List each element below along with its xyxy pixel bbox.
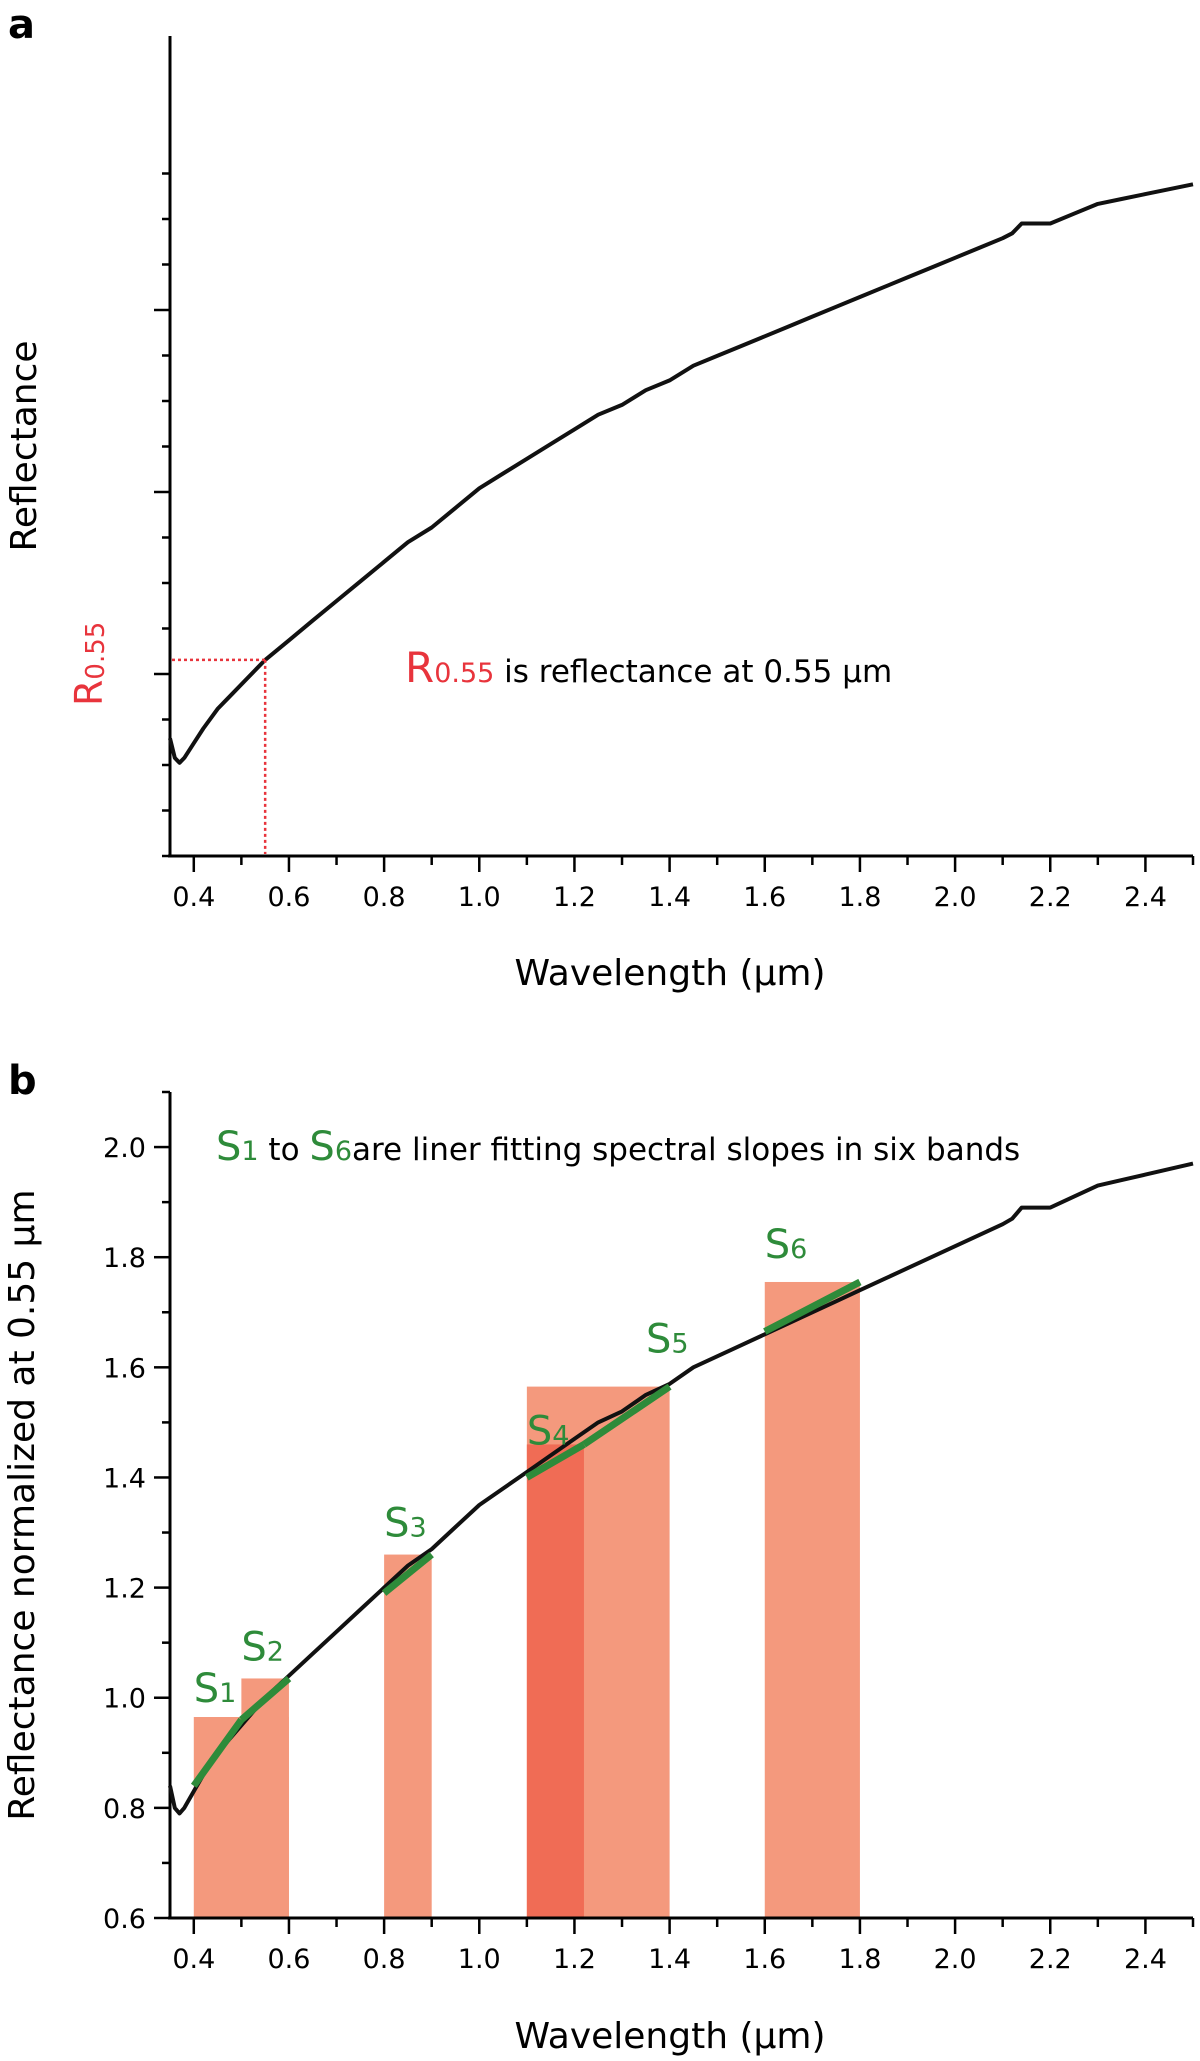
band-rect	[764, 1281, 860, 1918]
chart-a-x-tick-label: 0.8	[363, 882, 406, 913]
chart-b: 0.4 0.6 0.8 1.0 1.2 1.4 1.6 1.8 2.0 2.2 2.4 0.6 0.8 1…	[2, 1090, 1195, 2057]
annotation-text: are liner fitting spectral slopes in six…	[352, 1132, 1020, 1168]
chart-a-x-tick-label: 1.4	[648, 882, 691, 913]
slope-line-s5	[581, 1383, 672, 1448]
chart-a-x-tick-label: 0.6	[267, 882, 310, 913]
slope-line-s2	[239, 1675, 292, 1723]
slope-label-s3: S3	[384, 1501, 427, 1547]
slope-label-s5: S5	[646, 1317, 689, 1363]
annotation-r-main: R	[405, 643, 434, 692]
band-rect	[526, 1444, 584, 1918]
chart-a-annotation: R0.55 is reflectance at 0.55 μm	[405, 643, 892, 692]
chart-a-r055-axis-label: R0.55	[67, 622, 111, 706]
chart-a-reflectance-curve	[168, 182, 1194, 765]
chart-b-x-axis-label: Wavelength (μm)	[514, 2016, 825, 2057]
chart-b-x-tick-label: 0.8	[363, 1944, 406, 1975]
chart-b-y-tick-label: 0.8	[103, 1794, 146, 1825]
chart-b-annotation: S1 to S6are liner fitting spectral slope…	[216, 1124, 1020, 1170]
chart-a-y-axis-label: Reflectance	[4, 340, 45, 551]
band-rect	[384, 1554, 432, 1918]
chart-b-y-tick-label: 1.2	[103, 1574, 146, 1605]
chart-a-x-axis-label: Wavelength (μm)	[514, 953, 825, 994]
slope-line-s4	[525, 1441, 586, 1481]
annotation-s-end-sub: 6	[335, 1136, 352, 1167]
r-label-main: R	[67, 680, 111, 706]
chart-b-x-tick-label: 0.6	[267, 1944, 310, 1975]
chart-a-x-tick-label: 1.2	[553, 882, 596, 913]
annotation-s-end-main: S	[309, 1124, 334, 1170]
chart-b-y-tick-label: 1.6	[103, 1353, 146, 1384]
annotation-r-sub: 0.55	[434, 658, 494, 689]
r-label-sub: 0.55	[81, 622, 111, 680]
chart-b-x-tick-label: 1.6	[743, 1944, 786, 1975]
chart-b-x-tick-label: 1.0	[458, 1944, 501, 1975]
chart-b-x-tick-label: 2.0	[934, 1944, 977, 1975]
chart-a-x-tick-label: 1.6	[743, 882, 786, 913]
chart-a-x-tick-label: 0.4	[172, 882, 215, 913]
annotation-connector: to	[259, 1132, 310, 1168]
panel-label-b: b	[8, 1058, 37, 1104]
chart-b-x-tick-label: 2.4	[1124, 1944, 1167, 1975]
chart-a-x-tick-label: 1.8	[838, 882, 881, 913]
chart-b-y-tick-label: 1.0	[103, 1684, 146, 1715]
slope-line-s6	[763, 1278, 862, 1335]
chart-b-x-tick-label: 0.4	[172, 1944, 215, 1975]
slope-label-s1: S1	[194, 1666, 237, 1712]
slope-line-s3	[381, 1551, 434, 1596]
slope-label-s6: S6	[765, 1222, 808, 1268]
chart-b-x-tick-label: 1.4	[648, 1944, 691, 1975]
slope-label-s4: S4	[527, 1408, 570, 1454]
chart-b-x-tick-label: 1.2	[553, 1944, 596, 1975]
annotation-s-start-sub: 1	[241, 1136, 258, 1167]
chart-a: 0.4 0.6 0.8 1.0 1.2 1.4 1.6 1.8 2.0 2.2 2.4 Wavele…	[4, 36, 1195, 994]
chart-b-x-tick-label: 1.8	[838, 1944, 881, 1975]
chart-b-y-tick-label: 0.6	[103, 1904, 146, 1935]
panel-label-a: a	[8, 2, 35, 48]
slope-label-s2: S2	[241, 1624, 284, 1670]
chart-a-x-tick-label: 2.4	[1124, 882, 1167, 913]
chart-b-y-axis-label: Reflectance normalized at 0.55 μm	[2, 1189, 43, 1820]
chart-b-y-tick-label: 1.8	[103, 1243, 146, 1274]
chart-b-y-tick-label: 2.0	[103, 1133, 146, 1164]
chart-a-x-tick-label: 1.0	[458, 882, 501, 913]
chart-b-x-tick-label: 2.2	[1029, 1944, 1072, 1975]
chart-a-x-tick-label: 2.2	[1029, 882, 1072, 913]
chart-a-x-tick-label: 2.0	[934, 882, 977, 913]
chart-b-y-tick-label: 1.4	[103, 1463, 146, 1494]
slope-line-s1	[190, 1717, 245, 1788]
annotation-text: is reflectance at 0.55 μm	[494, 654, 892, 690]
annotation-s-start-main: S	[216, 1124, 241, 1170]
chart-b-normalized-curve	[168, 1161, 1194, 1816]
